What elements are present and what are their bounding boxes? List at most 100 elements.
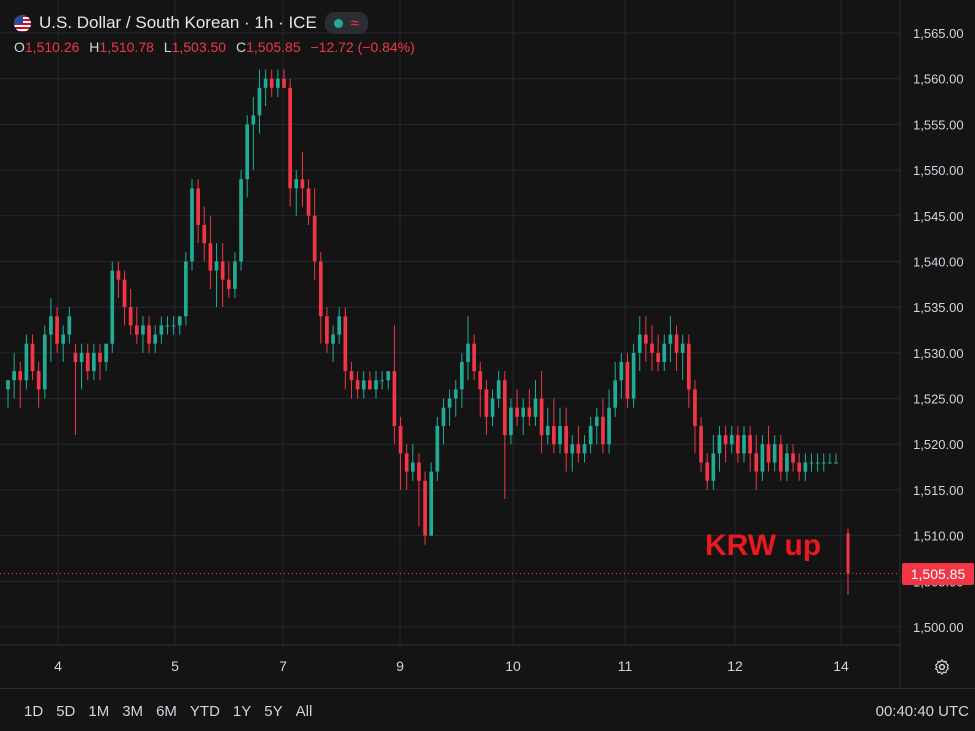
utc-clock[interactable]: 00:40:40 UTC — [875, 703, 969, 720]
candle — [821, 453, 826, 472]
candle-body — [435, 425, 440, 472]
candle — [208, 215, 213, 289]
candle — [220, 243, 225, 308]
candle — [662, 334, 667, 372]
candle-body — [110, 270, 115, 344]
candle — [67, 307, 72, 344]
candle-body — [361, 380, 366, 390]
candle — [748, 425, 752, 472]
candle — [680, 334, 685, 381]
candle-body — [159, 325, 164, 335]
candle — [331, 325, 335, 362]
candle — [533, 380, 538, 426]
range-5y-button[interactable]: 5Y — [264, 703, 283, 720]
range-1d-button[interactable]: 1D — [24, 703, 44, 720]
candle — [6, 380, 10, 408]
candle-body — [711, 453, 716, 481]
candle-body — [429, 471, 434, 536]
candle-body — [177, 316, 182, 326]
candle-body — [288, 87, 292, 189]
candle-body — [85, 352, 90, 372]
candle-body — [257, 87, 262, 116]
candle-body — [662, 343, 667, 362]
range-6m-button[interactable]: 6M — [156, 703, 177, 720]
candle-body — [398, 425, 403, 454]
x-tick-label: 14 — [833, 658, 849, 674]
candle-body — [705, 462, 710, 481]
candle-body — [374, 380, 378, 390]
candle — [797, 453, 802, 481]
range-all-button[interactable]: All — [295, 703, 313, 720]
candle-body — [184, 261, 188, 317]
candle — [637, 316, 642, 372]
settings-gear-icon[interactable] — [933, 658, 951, 676]
candle — [398, 416, 403, 490]
candle — [92, 343, 96, 381]
x-tick-label: 9 — [396, 658, 404, 674]
candle — [472, 334, 476, 381]
candle — [766, 425, 771, 472]
candle — [723, 425, 728, 463]
candle-body — [809, 462, 814, 464]
range-3m-button[interactable]: 3M — [122, 703, 144, 720]
price-axis[interactable]: 1,500.001,505.001,510.001,515.001,520.00… — [913, 26, 964, 635]
candle-body — [263, 78, 268, 88]
candle-body — [306, 188, 311, 216]
candle-body — [49, 316, 53, 335]
range-1m-button[interactable]: 1M — [88, 703, 110, 720]
market-dot-icon — [333, 18, 343, 28]
candle — [785, 444, 789, 481]
candle-body — [588, 425, 593, 445]
high-label: H — [89, 39, 100, 55]
candle — [699, 416, 703, 472]
candle — [134, 307, 139, 344]
candle — [803, 453, 808, 481]
candle-body — [803, 462, 808, 472]
symbol-title[interactable]: U.S. Dollar / South Korean · 1h · ICE — [39, 13, 317, 32]
y-tick-label: 1,550.00 — [913, 163, 964, 178]
candle-body — [116, 270, 121, 280]
range-1y-button[interactable]: 1Y — [232, 703, 252, 720]
annotation-text[interactable]: KRW up — [705, 529, 822, 562]
range-ytd-button[interactable]: YTD — [189, 703, 220, 720]
candle — [374, 371, 378, 399]
candle — [251, 96, 256, 171]
candle — [110, 261, 115, 353]
candle-body — [552, 425, 556, 445]
candle — [263, 69, 268, 107]
candle — [778, 435, 783, 481]
candle-body — [558, 425, 562, 445]
chart-legend: U.S. Dollar / South Korean · 1h · ICE ≈ … — [14, 12, 421, 55]
candle-body — [73, 352, 78, 362]
candle — [361, 371, 366, 399]
candle-body — [245, 124, 250, 180]
candlestick-chart[interactable]: 1,500.001,505.001,510.001,515.001,520.00… — [0, 0, 975, 688]
candle — [502, 371, 507, 500]
candle-body — [276, 78, 280, 88]
candle — [202, 206, 207, 262]
close-label: C — [235, 39, 247, 55]
y-tick-label: 1,540.00 — [913, 254, 964, 269]
candle — [846, 528, 850, 596]
candle — [165, 316, 170, 335]
candle — [257, 69, 262, 134]
candle-body — [202, 224, 207, 244]
range-5d-button[interactable]: 5D — [56, 703, 76, 720]
candle — [79, 343, 84, 390]
time-axis[interactable]: 4 5 7 9 10 11 12 14 — [54, 658, 849, 674]
candle — [226, 261, 231, 299]
candle-body — [318, 261, 323, 317]
candle — [742, 425, 746, 463]
candle — [368, 371, 372, 390]
open-value: 1,510.26 — [24, 39, 80, 55]
candle — [190, 179, 194, 271]
candle — [631, 343, 636, 408]
candle — [55, 307, 59, 353]
status-pill[interactable]: ≈ — [324, 12, 369, 34]
y-tick-label: 1,500.00 — [913, 620, 964, 635]
grid-lines — [0, 0, 900, 645]
candle-body — [24, 343, 29, 381]
candle-body — [815, 462, 820, 464]
y-tick-label: 1,530.00 — [913, 346, 964, 361]
candle-body — [772, 444, 777, 463]
